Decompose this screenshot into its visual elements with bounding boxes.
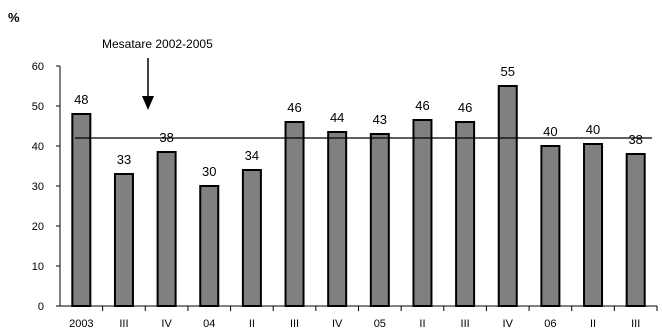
data-label: 38 [628,132,642,147]
y-tick-label: 50 [32,101,44,113]
data-label: 40 [543,124,557,139]
data-label: 48 [74,92,88,107]
data-label: 46 [287,100,301,115]
y-tick-label: 40 [32,141,44,153]
average-annotation-label: Mesatare 2002-2005 [102,37,213,51]
bar [71,113,92,307]
data-label: 34 [245,148,259,163]
y-tick-label: 10 [32,261,44,273]
bar [625,153,646,307]
x-tick-label: IV [503,318,514,330]
bar [241,169,262,307]
y-tick-label: 20 [32,221,44,233]
data-label: 46 [458,100,472,115]
data-label: 44 [330,110,344,125]
x-tick-label: 06 [544,318,556,330]
data-label: 46 [415,98,429,113]
y-axis: 0 10 20 30 40 50 60 [32,61,60,313]
data-label: 40 [586,122,600,137]
y-tick-label: 60 [32,61,44,73]
x-tick-label: III [119,318,128,330]
x-tick-label: 04 [203,318,215,330]
data-label: 43 [373,112,387,127]
bar [455,121,476,307]
bar [540,145,561,307]
y-axis-unit-label: % [8,10,20,25]
x-tick-label: III [290,318,299,330]
bar [113,173,134,307]
bar [284,121,305,307]
x-tick-label: IV [161,318,172,330]
x-tick-label: III [631,318,640,330]
reference-line-group: Mesatare 2002-2005 [75,37,652,139]
x-tick-label: III [461,318,470,330]
x-tick-label: II [419,318,425,330]
bar [497,85,518,307]
x-tick-label: IV [332,318,343,330]
x-axis: 2003 III IV 04 II III IV 05 II III IV 06 II III [69,306,658,330]
bar [199,185,220,307]
x-tick-label: II [249,318,255,330]
x-tick-label: II [590,318,596,330]
data-label: 30 [202,164,216,179]
bar [583,143,604,307]
x-tick-label: 05 [374,318,386,330]
y-tick-label: 0 [38,301,44,313]
y-tick-label: 30 [32,181,44,193]
bar [156,151,177,307]
bar [412,119,433,307]
annotation-arrowhead [142,96,154,110]
data-label: 55 [501,64,515,79]
x-tick-label: 2003 [69,318,93,330]
bar [327,131,348,307]
data-label: 33 [117,152,131,167]
bar [369,133,390,307]
